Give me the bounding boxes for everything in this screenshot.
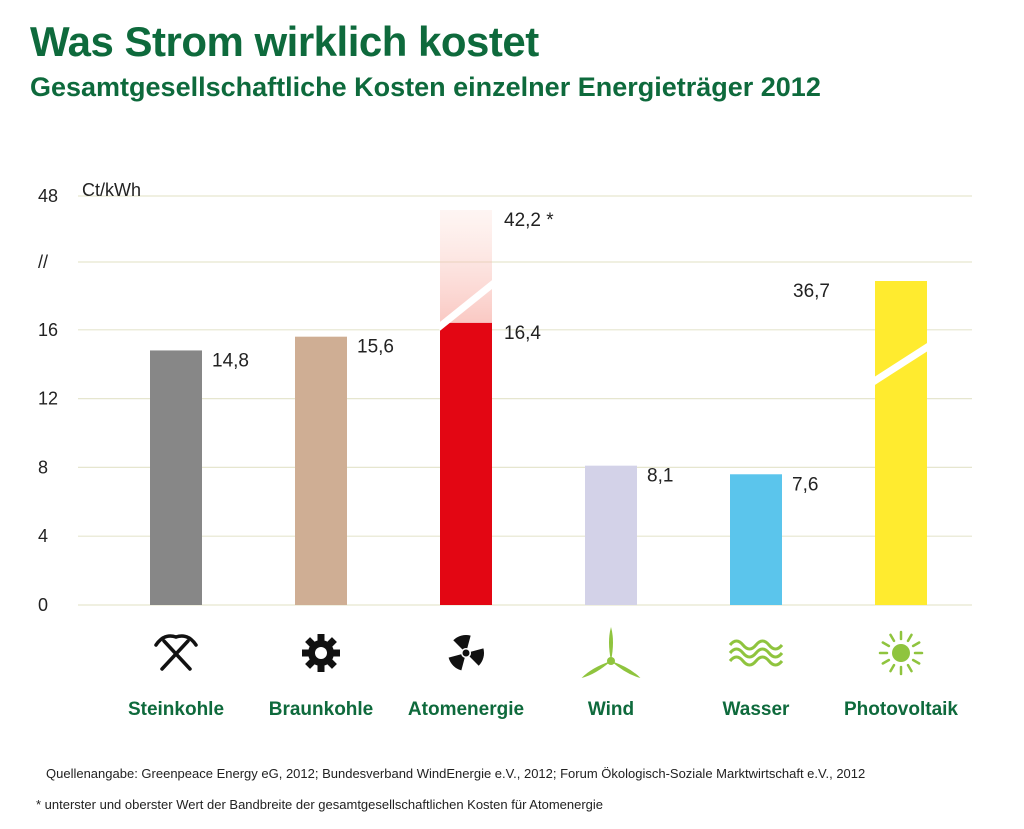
value-label: 36,7 bbox=[793, 281, 830, 302]
bar-steinkohle bbox=[150, 350, 202, 605]
y-tick-label: 12 bbox=[38, 389, 58, 409]
chart-subtitle: Gesamtgesellschaftliche Kosten einzelner… bbox=[30, 72, 821, 102]
y-tick-label: 0 bbox=[38, 595, 48, 615]
bar-chart: 048121648//Ct/kWh14,8Steinkohle15,6Braun… bbox=[38, 180, 972, 720]
bar-braunkohle bbox=[295, 336, 347, 605]
pick-axes-icon bbox=[154, 634, 198, 671]
y-tick-label: 8 bbox=[38, 457, 48, 477]
label-layer: 048121648//Ct/kWh14,8Steinkohle15,6Braun… bbox=[38, 180, 958, 720]
value-label: 15,6 bbox=[357, 337, 394, 358]
category-label: Wind bbox=[588, 699, 634, 720]
chart-title: Was Strom wirklich kostet bbox=[30, 18, 539, 65]
category-label: Photovoltaik bbox=[844, 699, 958, 720]
water-waves-icon bbox=[728, 639, 784, 667]
category-label: Atomenergie bbox=[408, 699, 524, 720]
value-label: 7,6 bbox=[792, 474, 818, 495]
value-label-high: 42,2 * bbox=[504, 210, 554, 231]
category-label: Wasser bbox=[723, 699, 790, 720]
axis-break-label: // bbox=[38, 252, 48, 272]
bar-break-slash bbox=[871, 343, 931, 385]
footnote: * unterster und oberster Wert der Bandbr… bbox=[36, 797, 604, 812]
gear-icon bbox=[302, 634, 340, 672]
grid-layer bbox=[78, 195, 972, 606]
bar-break-slash bbox=[435, 280, 497, 331]
bar-atomenergie bbox=[440, 322, 492, 605]
y-unit-label: Ct/kWh bbox=[82, 180, 141, 200]
category-label: Braunkohle bbox=[269, 699, 374, 720]
y-tick-label: 4 bbox=[38, 526, 48, 546]
category-label: Steinkohle bbox=[128, 699, 224, 720]
bar-photovoltaik bbox=[875, 281, 927, 605]
radiation-icon bbox=[448, 634, 485, 671]
bar-layer bbox=[150, 210, 931, 605]
bar-wasser bbox=[730, 474, 782, 605]
y-tick-label: 48 bbox=[38, 186, 58, 206]
y-tick-label: 16 bbox=[38, 320, 58, 340]
value-label: 8,1 bbox=[647, 466, 673, 487]
icon-layer bbox=[154, 627, 924, 678]
sun-icon bbox=[878, 630, 924, 676]
value-label: 16,4 bbox=[504, 323, 541, 344]
source-note: Quellenangabe: Greenpeace Energy eG, 201… bbox=[46, 766, 866, 781]
value-label: 14,8 bbox=[212, 350, 249, 371]
bar-wind bbox=[585, 465, 637, 605]
wind-turbine-icon bbox=[581, 627, 641, 678]
